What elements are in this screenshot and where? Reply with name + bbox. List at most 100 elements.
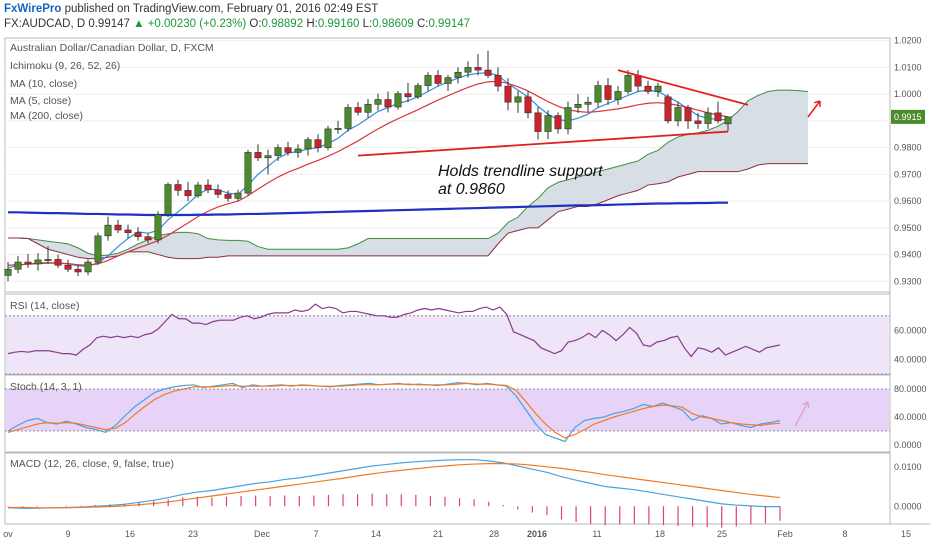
time-tick-label: 11	[592, 529, 601, 539]
stoch-d-line	[7, 382, 781, 439]
candle-up	[334, 128, 342, 130]
rsi-title: RSI (14, close)	[10, 300, 79, 312]
ma200-label: MA (200, close)	[10, 110, 83, 122]
candle-up	[584, 101, 592, 105]
candle-down	[504, 85, 512, 103]
open-value: 0.98892	[261, 18, 304, 30]
candle-up	[514, 96, 522, 103]
candle-up	[324, 128, 332, 148]
price-up-arrow-shaft	[807, 100, 821, 118]
ichimoku-label: Ichimoku (9, 26, 52, 26)	[10, 60, 120, 72]
time-tick-label: 7	[313, 529, 318, 539]
candle-down	[354, 107, 362, 113]
candle-up	[544, 115, 552, 132]
change-value: +0.00230 (+0.23%)	[147, 18, 247, 30]
annotation-line1: Holds trendline support	[438, 163, 603, 180]
candle-down	[384, 99, 392, 108]
candle-up	[344, 107, 352, 129]
time-tick-label: 8	[842, 529, 847, 539]
candle-down	[224, 194, 232, 199]
candle-up	[264, 155, 272, 159]
candle-down	[524, 96, 532, 114]
close-value: 0.99147	[428, 18, 471, 30]
rsi-band	[6, 315, 889, 374]
candle-up	[304, 139, 312, 150]
brand-link[interactable]: FxWirePro	[4, 3, 62, 15]
candle-down	[714, 112, 722, 122]
candle-up	[364, 104, 372, 113]
candle-up	[94, 235, 102, 263]
candle-up	[674, 107, 682, 122]
time-tick-label: 21	[433, 529, 443, 539]
chart-header: FxWirePro published on TradingView.com, …	[0, 0, 932, 35]
price-tick-label: 1.0100	[894, 62, 922, 72]
ichimoku-span-b	[8, 163, 808, 260]
price-tick-label: 0.9500	[894, 223, 922, 233]
candle-up	[294, 148, 302, 153]
candle-down	[634, 75, 642, 87]
price-tick-label: 0.9300	[894, 276, 922, 286]
price-pane[interactable]: 1.02001.01001.00000.99000.98000.97000.96…	[4, 36, 925, 427]
time-tick-label: 25	[717, 529, 727, 539]
time-tick-label: 14	[371, 529, 381, 539]
ma200-line	[8, 201, 728, 217]
chart-canvas[interactable]: 1.02001.01001.00000.99000.98000.97000.96…	[0, 34, 932, 550]
candle-down	[74, 268, 82, 273]
candle-down	[24, 261, 32, 265]
price-tick-label: 1.0000	[894, 89, 922, 99]
last-price-label: 0.9915	[894, 112, 922, 122]
macd-pane[interactable]: 0.0100 0.0000	[7, 459, 922, 528]
publish-line: FxWirePro published on TradingView.com, …	[4, 3, 378, 15]
high-label: H:	[306, 18, 318, 30]
overlay: Australian Dollar/Canadian Dollar, D, FX…	[3, 42, 911, 539]
candle-down	[694, 120, 702, 124]
time-tick-label: 15	[901, 529, 911, 539]
candle-down	[114, 224, 122, 231]
candle-down	[644, 85, 652, 92]
candle-up	[34, 259, 42, 265]
candle-up	[374, 99, 382, 105]
candle-down	[214, 189, 222, 195]
candle-down	[284, 147, 292, 153]
time-tick-label: Dec	[254, 529, 271, 539]
publish-text: published on TradingView.com, February 0…	[61, 3, 379, 15]
rsi-pane[interactable]: 60.0000 40.0000	[5, 303, 927, 375]
stoch-tick-label: 80.0000	[894, 384, 927, 394]
candle-up	[464, 67, 472, 73]
candle-down	[174, 184, 182, 191]
candle-down	[684, 107, 692, 122]
stoch-pane[interactable]: 80.0000 40.0000 0.0000	[5, 382, 927, 450]
candle-down	[64, 264, 72, 270]
candle-up	[444, 77, 452, 84]
candle-up	[244, 152, 252, 194]
candle-up	[274, 147, 282, 156]
price-tick-label: 1.0200	[894, 36, 922, 46]
time-tick-label: 18	[655, 529, 665, 539]
stoch-tick-label: 40.0000	[894, 412, 927, 422]
candle-down	[184, 190, 192, 197]
candle-up	[614, 91, 622, 100]
price-up-arrow-head	[814, 100, 821, 108]
symbol-info: FX:AUDCAD, D 0.99147	[4, 18, 130, 30]
candle-up	[194, 184, 202, 197]
time-tick-label: Feb	[777, 529, 793, 539]
candle-up	[234, 192, 242, 199]
candle-down	[204, 184, 212, 191]
candle-down	[664, 96, 672, 122]
time-tick-label: 16	[125, 529, 135, 539]
candle-down	[484, 69, 492, 76]
macd-tick-label: 0.0100	[894, 462, 922, 472]
candle-up	[414, 85, 422, 98]
candle-up	[164, 184, 172, 215]
candle-up	[724, 116, 732, 125]
price-tick-label: 0.9800	[894, 143, 922, 153]
ma5-label: MA (5, close)	[10, 95, 71, 107]
high-value: 0.99160	[317, 18, 360, 30]
candle-up	[454, 71, 462, 78]
time-tick-label: 23	[188, 529, 198, 539]
candle-up	[564, 107, 572, 130]
candle-up	[574, 104, 582, 108]
price-tick-label: 0.9600	[894, 196, 922, 206]
candle-up	[4, 268, 12, 276]
candle-down	[554, 115, 562, 130]
